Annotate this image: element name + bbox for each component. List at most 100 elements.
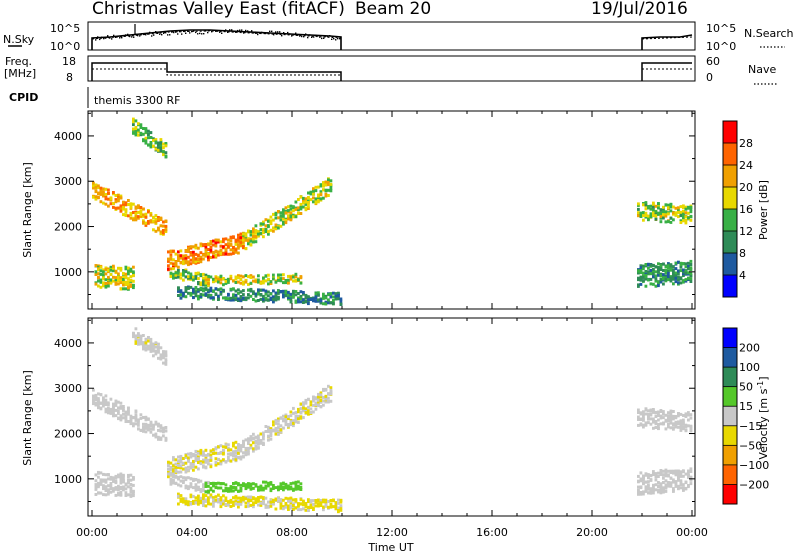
power-cell [194,294,198,298]
power-cell [124,267,128,271]
velocity-cell [232,441,235,445]
velocity-cell [644,480,648,484]
velocity-cell [179,464,183,468]
power-cell [232,296,235,300]
power-cell [314,199,318,203]
velocity-cell [674,472,678,476]
power-cell [217,251,220,255]
power-cell [202,257,205,261]
velocity-cell [142,422,145,426]
power-cell [122,205,125,209]
power-cell [289,292,293,296]
power-cell [639,266,643,270]
power-colorbar-tick-label: 24 [739,159,753,172]
velocity-cell [312,508,315,511]
velocity-cell [289,487,293,490]
power-cell [237,299,240,302]
velocity-cell [129,422,133,426]
velocity-cell [297,410,300,414]
velocity-cell [654,426,658,429]
velocity-cell [217,481,220,485]
nave-tick-bottom: 0 [706,71,713,84]
power-cell [654,214,658,218]
nsky-noise-dot [153,34,155,36]
power-data-cells [92,117,693,306]
power-cell [669,279,673,283]
power-cell [214,241,218,245]
velocity-cell [99,479,103,482]
power-cell [197,257,200,261]
power-cell [324,300,328,304]
velocity-cell [314,499,318,502]
velocity-cell [327,505,330,509]
velocity-cell [179,494,183,498]
velocity-cell [667,411,670,415]
velocity-cell [679,419,683,423]
power-cell [689,214,693,218]
velocity-cell [92,402,95,406]
velocity-cell [129,415,133,419]
velocity-cell [239,455,243,459]
velocity-cell [209,453,213,457]
power-cell [239,295,243,298]
velocity-cell [309,411,313,414]
power-cell [662,276,665,280]
power-cell [184,270,188,274]
velocity-cell [247,499,250,503]
velocity-cell [227,500,230,504]
velocity-cell [234,502,238,506]
power-cell [662,214,665,217]
power-cell [194,271,198,275]
power-cell [237,240,240,244]
power-cell [302,201,305,205]
power-cell [282,222,285,226]
power-cell [339,297,343,301]
velocity-cell [279,498,283,502]
velocity-cell [97,399,100,403]
velocity-cell [157,437,160,441]
velocity-cell [257,496,260,499]
velocity-cell [667,416,670,420]
velocity-cell [314,396,318,400]
power-cell [132,218,135,222]
power-cell [207,243,210,247]
power-cell [177,286,180,290]
nsky-noise-dot [99,38,101,41]
nsky-noise-dot [265,32,267,35]
power-cell [652,203,655,207]
power-cell [297,198,300,201]
power-cell [117,206,120,210]
power-cell [654,279,658,283]
power-cell [204,275,208,279]
power-cell [122,207,125,211]
velocity-cell [677,422,680,426]
power-cell [197,297,200,301]
velocity-cell [172,475,175,478]
velocity-cell [119,481,123,485]
power-cell [219,275,223,279]
power-cell [284,289,288,293]
velocity-cell [639,411,643,415]
velocity-cell [134,414,138,418]
velocity-cell [214,447,218,451]
power-cell [224,243,228,247]
velocity-cell [272,423,275,427]
power-cell [227,278,230,282]
velocity-cell [672,478,675,482]
power-cell [674,206,678,210]
power-cell [269,222,273,226]
power-cell [264,292,268,296]
velocity-cell [312,410,315,414]
power-cell [114,198,118,202]
power-cell [639,271,643,275]
velocity-cell [207,490,210,494]
velocity-cell [657,418,660,422]
velocity-cell [687,418,690,422]
power-cell [172,267,175,271]
power-cell [104,272,108,276]
velocity-cell [267,505,270,509]
velocity-cell [97,397,100,401]
power-cell [132,274,135,277]
power-cell [664,214,668,218]
power-cell [204,287,208,291]
